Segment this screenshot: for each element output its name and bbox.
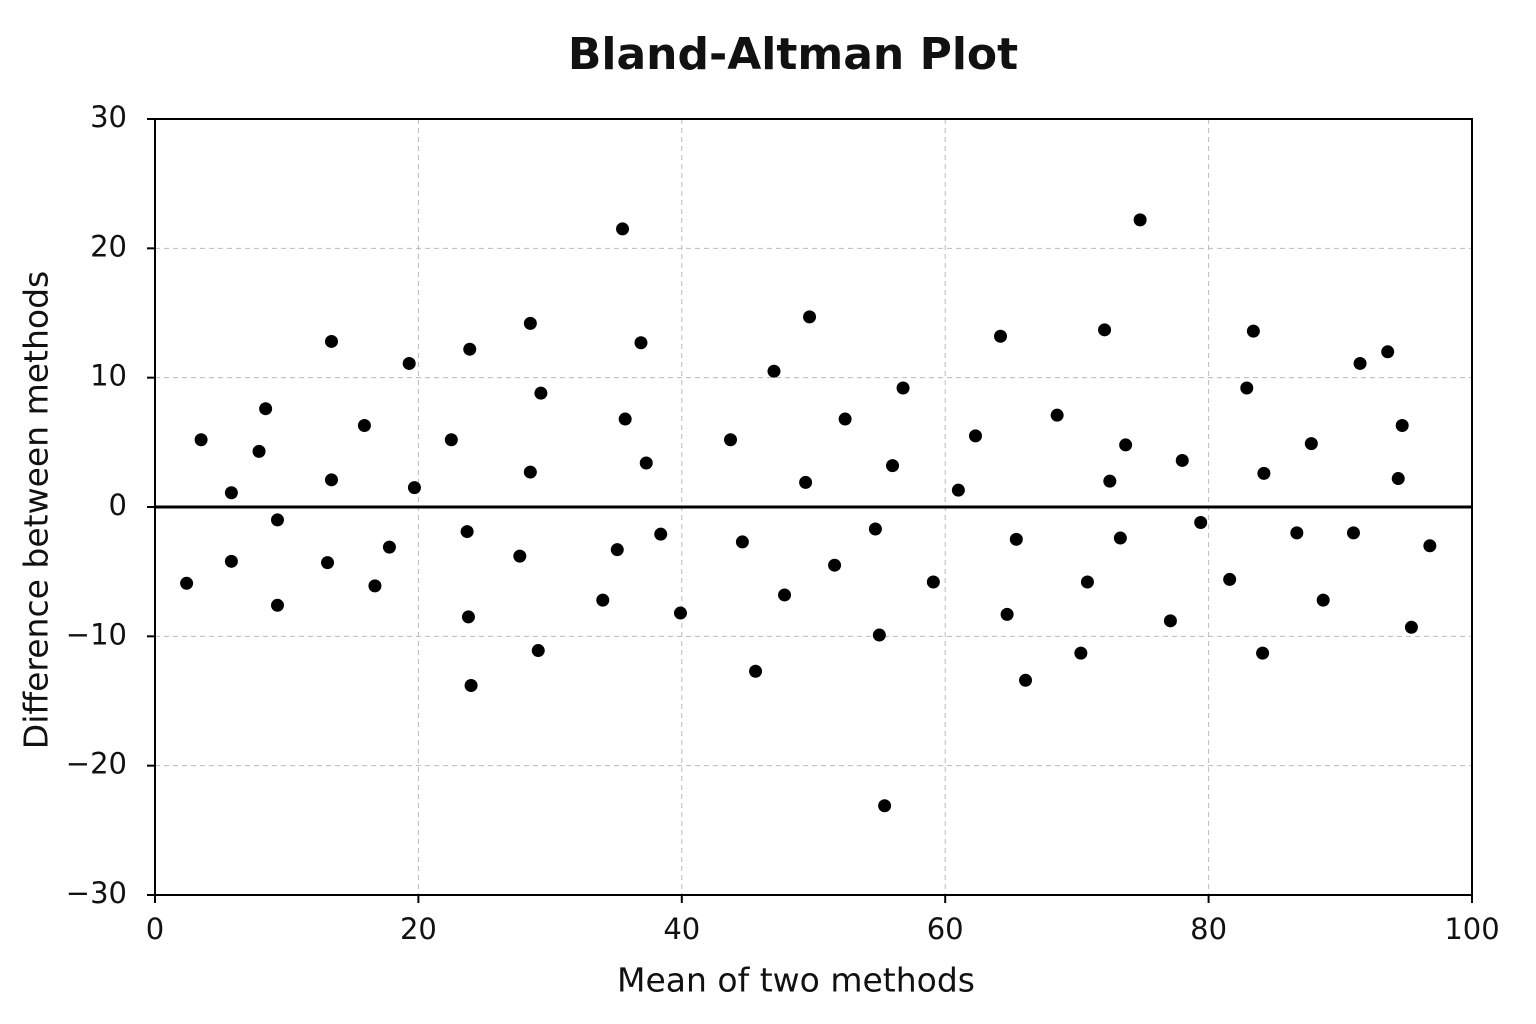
point	[464, 678, 478, 692]
point	[1019, 673, 1033, 687]
point	[1223, 572, 1237, 586]
x-tick-label: 80	[1190, 912, 1227, 946]
point	[735, 535, 749, 549]
point	[926, 575, 940, 589]
point	[1074, 646, 1088, 660]
point	[1316, 593, 1330, 607]
x-tick-label: 0	[146, 912, 164, 946]
y-tick-label: 10	[90, 359, 127, 393]
point	[1080, 575, 1094, 589]
point	[407, 481, 421, 495]
x-axis-label: Mean of two methods	[617, 961, 975, 1000]
point	[513, 549, 527, 563]
point	[531, 644, 545, 658]
point	[1346, 526, 1360, 540]
point	[224, 554, 238, 568]
point	[1381, 345, 1395, 359]
point	[523, 316, 537, 330]
point	[1113, 531, 1127, 545]
point	[368, 579, 382, 593]
point	[951, 483, 965, 497]
point	[1175, 453, 1189, 467]
point	[596, 593, 610, 607]
point	[654, 527, 668, 541]
point	[1098, 323, 1112, 337]
point	[724, 433, 738, 447]
point	[180, 576, 194, 590]
point	[778, 588, 792, 602]
point	[534, 386, 548, 400]
point	[357, 419, 371, 433]
point	[444, 433, 458, 447]
point	[324, 334, 338, 348]
point	[1133, 213, 1147, 227]
point	[1304, 437, 1318, 451]
point	[224, 486, 238, 500]
point	[321, 556, 335, 570]
point	[1404, 620, 1418, 634]
y-axis-label: Difference between methods	[17, 271, 56, 749]
y-tick-label: 0	[109, 488, 127, 522]
point	[868, 522, 882, 536]
point	[878, 799, 892, 813]
point	[828, 558, 842, 572]
point	[673, 606, 687, 620]
point	[1009, 532, 1023, 546]
point	[1119, 438, 1133, 452]
point	[1290, 526, 1304, 540]
x-tick-label: 100	[1444, 912, 1499, 946]
point	[1353, 356, 1367, 370]
point	[749, 664, 763, 678]
point	[270, 598, 284, 612]
y-tick-label: −20	[66, 747, 127, 781]
y-tick-label: −10	[66, 617, 127, 651]
point	[803, 310, 817, 324]
point	[872, 628, 886, 642]
point	[1000, 607, 1014, 621]
point	[616, 222, 630, 236]
point	[463, 342, 477, 356]
point	[1194, 516, 1208, 530]
point	[252, 444, 266, 458]
point	[402, 356, 416, 370]
point	[994, 329, 1008, 343]
point	[1256, 646, 1270, 660]
point	[1257, 466, 1271, 480]
point	[1391, 472, 1405, 486]
point	[461, 610, 475, 624]
point	[324, 473, 338, 487]
point	[610, 543, 624, 557]
point	[767, 364, 781, 378]
point	[634, 336, 648, 350]
point	[1163, 614, 1177, 628]
point	[382, 540, 396, 554]
point	[968, 429, 982, 443]
point	[460, 525, 474, 539]
point	[896, 381, 910, 395]
point	[838, 412, 852, 426]
y-tick-label: 30	[90, 100, 127, 134]
point	[270, 513, 284, 527]
point	[523, 465, 537, 479]
point	[886, 459, 900, 473]
point	[194, 433, 208, 447]
point	[1395, 419, 1409, 433]
point	[259, 402, 273, 416]
x-tick-label: 60	[927, 912, 964, 946]
point	[1050, 408, 1064, 422]
point	[1423, 539, 1437, 553]
point	[799, 475, 813, 489]
chart-title: Bland-Altman Plot	[568, 29, 1018, 80]
point	[618, 412, 632, 426]
point	[1103, 474, 1117, 488]
y-tick-label: 20	[90, 229, 127, 263]
point	[639, 456, 653, 470]
point	[1240, 381, 1254, 395]
point	[1246, 324, 1260, 338]
x-tick-label: 20	[400, 912, 437, 946]
x-tick-label: 40	[663, 912, 700, 946]
y-tick-label: −30	[66, 876, 127, 910]
